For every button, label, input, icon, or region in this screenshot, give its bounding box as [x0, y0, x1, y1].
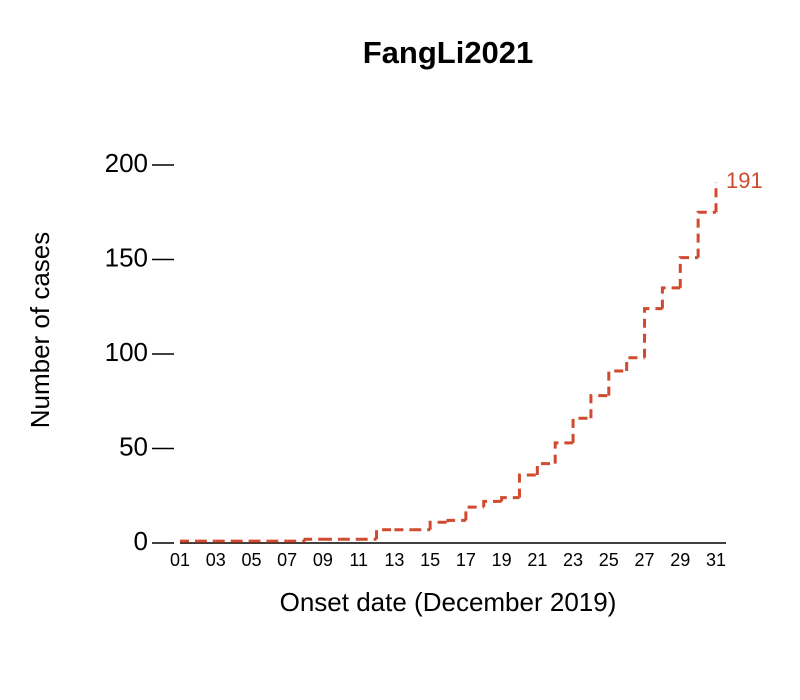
step-segment — [607, 369, 627, 396]
step-segment — [303, 537, 323, 542]
x-tick-label: 05 — [241, 550, 261, 570]
step-segment — [446, 518, 466, 523]
step-segment — [696, 210, 716, 258]
data-label: 191 — [726, 168, 763, 193]
step-segment — [535, 462, 556, 475]
y-tick-label: 50 — [119, 431, 148, 461]
step-segment — [660, 286, 681, 309]
x-axis-label: Onset date (December 2019) — [280, 587, 617, 617]
step-segment — [553, 441, 574, 464]
y-tick-label: 100 — [105, 337, 148, 367]
x-tick-label: 29 — [670, 550, 690, 570]
x-tick-label: 23 — [563, 550, 583, 570]
step-segment — [428, 520, 448, 530]
step-segment — [375, 528, 395, 540]
x-tick-label: 07 — [277, 550, 297, 570]
x-tick-label: 11 — [349, 550, 368, 570]
x-tick-label: 19 — [492, 550, 512, 570]
y-tick-label: 200 — [105, 148, 148, 178]
x-tick-label: 03 — [206, 550, 226, 570]
step-segment — [571, 416, 591, 443]
step-segment — [678, 256, 699, 288]
y-tick-label: 0 — [134, 526, 148, 556]
x-tick-label: 15 — [420, 550, 440, 570]
step-segment — [517, 473, 538, 498]
step-segment — [464, 505, 484, 521]
x-tick-label: 17 — [456, 550, 476, 570]
x-tick-label: 13 — [384, 550, 404, 570]
x-tick-label: 27 — [635, 550, 655, 570]
x-tick-label: 25 — [599, 550, 619, 570]
step-segment — [625, 356, 645, 372]
step-segment — [482, 499, 502, 508]
step-segment — [643, 307, 663, 358]
step-segment — [500, 496, 520, 502]
x-tick-label: 09 — [313, 550, 333, 570]
step-segment — [589, 394, 609, 419]
chart-title: FangLi2021 — [363, 35, 534, 70]
x-tick-label: 31 — [706, 550, 726, 570]
x-tick-label: 01 — [170, 550, 190, 570]
y-axis-label: Number of cases — [25, 232, 55, 429]
y-tick-label: 150 — [105, 242, 148, 272]
x-tick-label: 21 — [527, 550, 547, 570]
